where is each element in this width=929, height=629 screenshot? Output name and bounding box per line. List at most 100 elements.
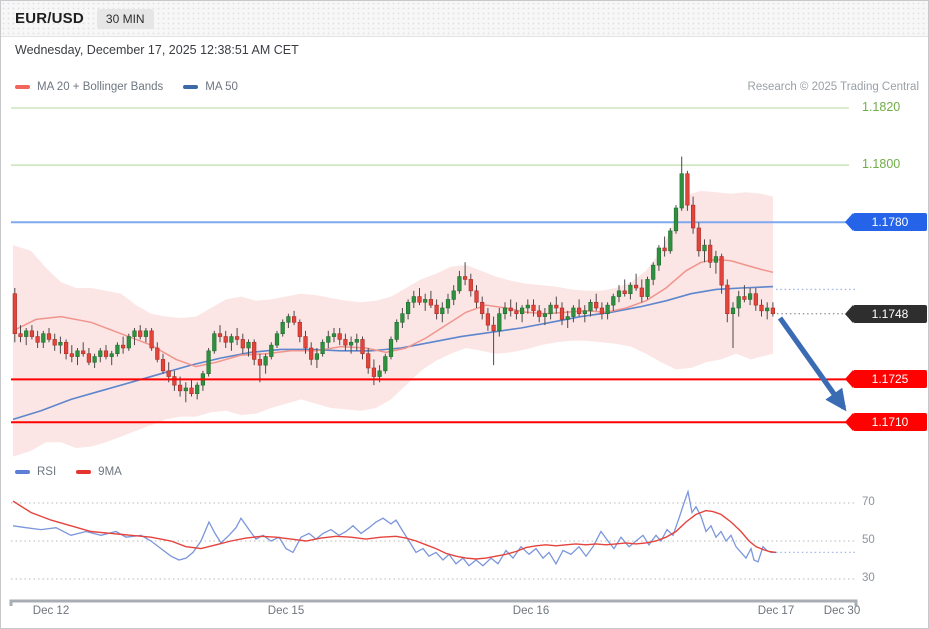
candle-up <box>377 370 382 377</box>
candle-up <box>519 307 525 315</box>
chart-datetime: Wednesday, December 17, 2025 12:38:51 AM… <box>15 43 299 57</box>
x-axis-label-dec-16: Dec 16 <box>512 605 550 617</box>
candle-up <box>400 313 405 323</box>
price-badge-1.1725: 1.1725 <box>845 370 927 389</box>
candle-down <box>576 307 582 315</box>
candle-down <box>166 370 171 377</box>
candle-down <box>217 333 223 337</box>
price-label-1.1820: 1.1820 <box>862 100 901 114</box>
candle-up <box>730 307 736 315</box>
candle-down <box>531 304 536 312</box>
legend-item-ma50: MA 50 <box>183 81 238 93</box>
candle-down <box>480 301 485 315</box>
candle-up <box>713 256 718 263</box>
rsi-9ma-line <box>12 500 777 560</box>
forecast-arrow <box>777 316 847 412</box>
candle-up <box>126 336 131 349</box>
candle-up <box>320 341 325 355</box>
candle-down <box>69 353 74 357</box>
timeframe-chip[interactable]: 30 MIN <box>96 8 154 29</box>
candle-down <box>337 333 342 340</box>
candle-up <box>132 330 137 337</box>
ma50-swatch <box>183 85 199 89</box>
candle-down <box>696 227 701 252</box>
candle-up <box>673 207 679 232</box>
candle-down <box>514 310 519 315</box>
research-credit: Research © 2025 Trading Central <box>747 81 919 93</box>
candle-up <box>98 350 103 357</box>
price-badge-1.1780: 1.1780 <box>845 213 927 232</box>
candle-up <box>331 333 337 337</box>
candle-down <box>178 384 183 392</box>
candle-up <box>263 356 268 366</box>
candle-down <box>81 350 86 355</box>
candle-up <box>565 316 570 320</box>
legend-label: 9MA <box>98 466 122 478</box>
candle-down <box>160 359 166 372</box>
candle-down <box>309 347 314 360</box>
candle-up <box>451 290 456 300</box>
x-axis-label-dec-17: Dec 17 <box>757 605 795 617</box>
candle-up <box>588 301 593 312</box>
candle-up <box>206 350 211 375</box>
candle-down <box>559 307 565 320</box>
legend-item-ma20-bollinger: MA 20 + Bollinger Bands <box>15 81 163 93</box>
candle-up <box>457 276 462 292</box>
x-axis-label-dec-12: Dec 12 <box>32 605 70 617</box>
candle-up <box>383 356 388 372</box>
candle-down <box>622 290 627 295</box>
candle-down <box>462 276 468 280</box>
candle-up <box>274 333 280 346</box>
candle-up <box>229 336 234 343</box>
candle-up <box>212 333 217 352</box>
rsi-9ma-swatch <box>76 470 92 474</box>
candle-up <box>582 310 587 315</box>
candle-up <box>605 304 610 315</box>
candle-down <box>189 387 194 394</box>
price-badge-1.1710: 1.1710 <box>845 413 927 432</box>
candle-up <box>651 264 656 280</box>
legend-item-9ma: 9MA <box>76 466 122 478</box>
candle-up <box>143 330 149 337</box>
candle-up <box>645 279 650 297</box>
candle-down <box>12 293 17 335</box>
candle-up <box>326 336 331 343</box>
candle-down <box>468 279 473 292</box>
candle-up <box>411 296 416 303</box>
candle-up <box>280 321 285 335</box>
candle-up <box>679 173 684 209</box>
candle-up <box>502 307 508 315</box>
candle-up <box>668 230 673 252</box>
candle-up <box>246 341 251 349</box>
candle-down <box>599 307 604 315</box>
candle-down <box>508 307 513 312</box>
candle-down <box>149 330 154 349</box>
candle-up <box>497 313 502 332</box>
candle-up <box>616 290 622 297</box>
candle-down <box>29 330 35 337</box>
candle-up <box>354 339 359 343</box>
bollinger-band-fill <box>13 190 773 457</box>
time-range-scrollbar[interactable] <box>9 599 858 606</box>
candle-up <box>41 333 46 343</box>
candle-down <box>103 350 109 357</box>
candle-up <box>548 304 553 315</box>
candle-down <box>257 359 263 366</box>
candle-down <box>297 321 302 337</box>
symbol-title: EUR/USD <box>15 10 84 27</box>
candle-up <box>736 296 741 309</box>
candle-down <box>291 316 297 323</box>
candle-down <box>537 310 542 317</box>
candle-up <box>269 344 274 357</box>
candle-down <box>240 339 245 349</box>
candle-up <box>445 299 451 309</box>
candle-down <box>35 336 40 343</box>
candle-down <box>360 339 365 355</box>
candle-down <box>155 347 160 360</box>
candle-down <box>18 333 23 337</box>
candle-down <box>770 307 775 315</box>
candle-up <box>75 350 80 357</box>
candle-down <box>172 376 177 386</box>
candle-down <box>371 367 377 377</box>
